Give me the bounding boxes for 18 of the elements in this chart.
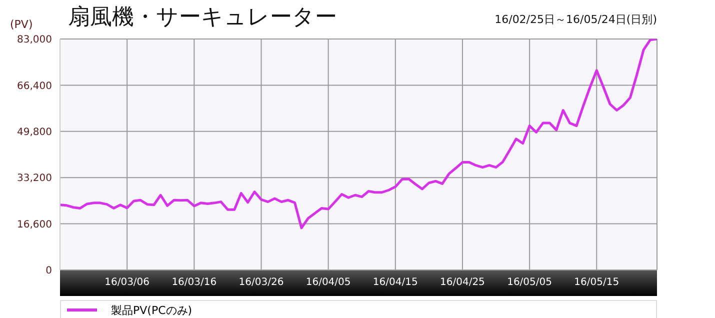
legend-label: 製品PV(PCのみ) (110, 302, 192, 318)
y-tick-label: 33,200 (17, 173, 52, 184)
y-tick-label: 83,000 (17, 34, 52, 46)
x-tick-label: 16/05/15 (574, 277, 620, 288)
x-tick-label: 16/03/26 (238, 277, 284, 288)
chart-subtitle: 16/02/25日～16/05/24日(日別) (494, 12, 657, 27)
x-tick-label: 16/03/16 (172, 277, 217, 288)
chart-title: 扇風機・サーキュレーター (68, 4, 337, 32)
x-tick-label: 16/04/15 (372, 277, 418, 288)
y-tick-label: 16,600 (17, 219, 52, 230)
y-tick-label: 49,800 (17, 126, 52, 138)
y-tick-label: 66,400 (17, 80, 52, 92)
x-tick-label: 16/04/05 (306, 277, 351, 288)
y-tick-label: 0 (46, 266, 52, 277)
x-tick-label: 16/05/05 (507, 277, 552, 288)
x-tick-label: 16/04/25 (440, 277, 485, 288)
y-axis-title: (PV) (10, 18, 33, 31)
x-tick-label: 16/03/06 (104, 277, 150, 288)
